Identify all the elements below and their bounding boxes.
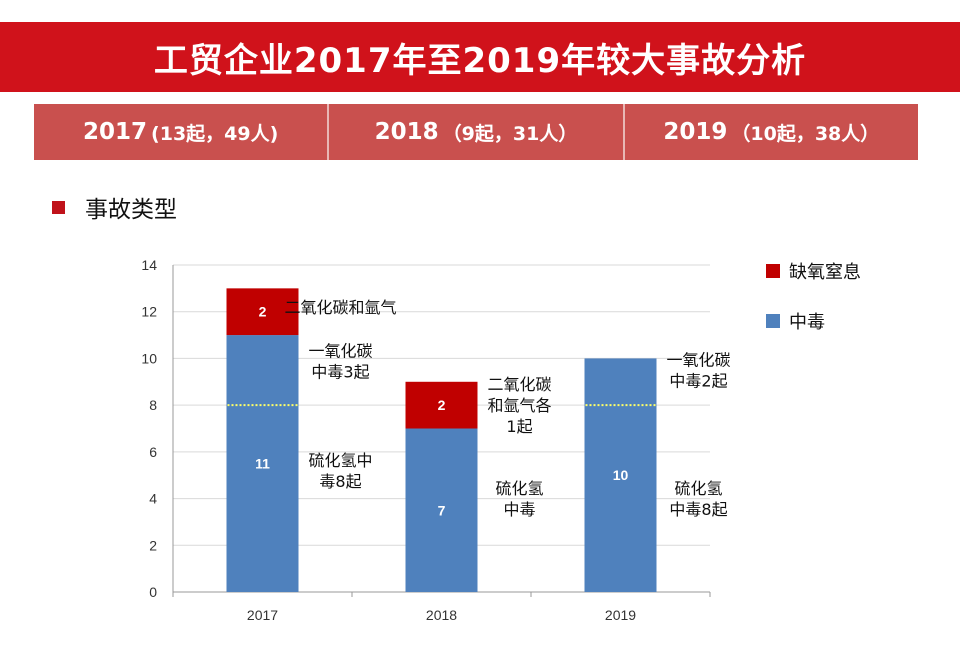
annotation-text: 一氧化碳: [308, 341, 372, 360]
year-label: 2017: [83, 119, 148, 145]
annotation-text: 硫化氢: [674, 479, 722, 498]
bar-segment: [405, 381, 478, 429]
bar-value-label: 7: [438, 502, 446, 518]
year-label: 2019: [663, 119, 728, 145]
y-tick-label: 10: [141, 350, 157, 366]
y-tick-label: 2: [149, 537, 157, 553]
bar-value-label: 10: [613, 467, 629, 483]
annotation-text: 二氧化碳和氩气: [284, 298, 396, 317]
annotation-text: 中毒3起: [311, 362, 369, 381]
bar-value-label: 11: [255, 456, 270, 472]
legend-swatch: [766, 264, 780, 278]
section-heading: 事故类型: [52, 190, 177, 224]
year-detail: （10起，38人）: [731, 122, 880, 145]
bar-value-label: 2: [438, 397, 446, 413]
annotation-text: 硫化氢: [495, 479, 543, 498]
legend-label: 中毒: [789, 312, 825, 333]
year-summary-bar: 2017 (13起，49人) 2018 （9起，31人） 2019 （10起，3…: [34, 104, 918, 160]
y-tick-label: 6: [149, 444, 157, 460]
annotation-text: 中毒2起: [669, 372, 727, 391]
y-tick-label: 12: [141, 304, 157, 320]
year-label: 2018: [374, 119, 439, 145]
section-label: 事故类型: [85, 197, 177, 223]
annotation-text: 二氧化碳: [487, 375, 551, 394]
bar-segment: [226, 335, 299, 592]
legend-label: 缺氧窒息: [789, 262, 861, 283]
bar-segment: [584, 358, 657, 592]
y-tick-label: 0: [149, 584, 157, 600]
x-tick-label: 2019: [605, 607, 636, 623]
x-tick-label: 2018: [426, 607, 457, 623]
year-summary-2019: 2019 （10起，38人）: [625, 104, 918, 160]
year-summary-2018: 2018 （9起，31人）: [329, 104, 625, 160]
annotation-text: 1起: [506, 417, 532, 436]
legend-swatch: [766, 314, 780, 328]
year-detail: (13起，49人): [151, 122, 279, 145]
annotation-text: 毒8起: [319, 472, 361, 491]
bar-segment: [226, 288, 299, 336]
y-tick-label: 8: [149, 397, 157, 413]
annotation-text: 和氩气各: [487, 396, 551, 415]
annotation-text: 硫化氢中: [308, 451, 372, 470]
page-title: 工贸企业2017年至2019年较大事故分析: [153, 40, 807, 81]
section-bullet-icon: [52, 200, 65, 214]
year-detail: （9起，31人）: [442, 122, 578, 145]
y-tick-label: 4: [149, 491, 157, 507]
annotation-text: 一氧化碳: [666, 351, 730, 370]
y-tick-label: 14: [141, 257, 157, 273]
year-summary-2017: 2017 (13起，49人): [34, 104, 330, 160]
bar-segment: [405, 428, 478, 592]
title-banner: 工贸企业2017年至2019年较大事故分析: [0, 22, 960, 92]
bar-value-label: 2: [259, 304, 267, 320]
annotation-text: 中毒: [503, 500, 535, 519]
annotation-text: 中毒8起: [669, 500, 727, 519]
x-tick-label: 2017: [247, 607, 278, 623]
